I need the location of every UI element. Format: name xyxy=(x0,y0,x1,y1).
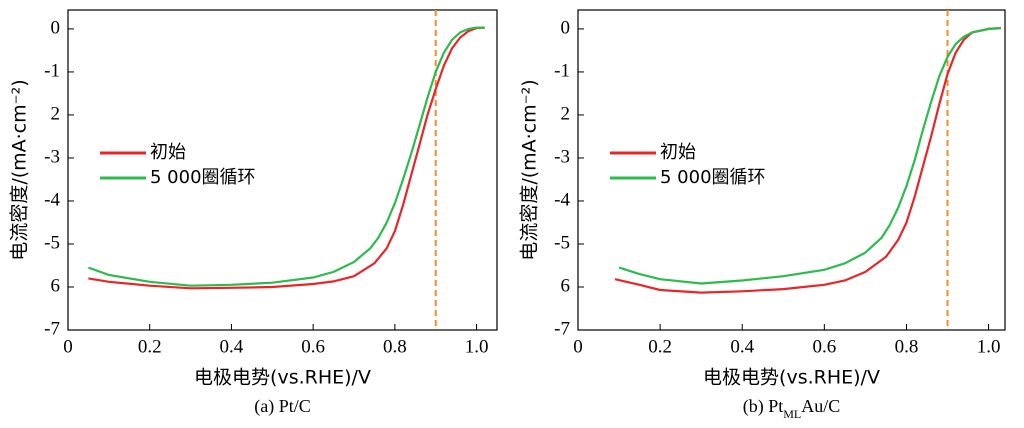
caption: (b) PtMLAu/C xyxy=(743,396,841,421)
caption-part: (b) Pt xyxy=(743,396,784,417)
x-tick-label: 0.8 xyxy=(895,336,919,357)
y-tick-label: 6 xyxy=(51,275,61,296)
x-tick-label: 0.6 xyxy=(301,336,325,357)
x-tick-label: 0.2 xyxy=(648,336,672,357)
x-tick-label: 0.2 xyxy=(138,336,162,357)
series-line xyxy=(88,26,485,287)
y-tick-label: 6 xyxy=(561,275,571,296)
x-tick-label: 0.8 xyxy=(383,336,407,357)
y-tick-label: 0 xyxy=(51,17,61,38)
y-axis-label: 电流密度/(mA·cm⁻²) xyxy=(519,79,541,260)
y-tick-label: -7 xyxy=(554,318,570,339)
y-tick-label: -1 xyxy=(44,60,60,81)
y-tick-label: -7 xyxy=(44,318,60,339)
legend-label: 5 000圈循环 xyxy=(150,167,256,188)
caption-part: Au/C xyxy=(801,396,840,416)
y-tick-label: 2 xyxy=(561,103,571,124)
x-tick-label: 0 xyxy=(573,336,583,357)
x-tick-label: 1.0 xyxy=(465,336,489,357)
x-tick-label: 0.4 xyxy=(730,336,754,357)
plot-frame xyxy=(577,9,1006,331)
series-line xyxy=(614,27,1001,294)
x-axis-label: 电极电势(vs.RHE)/V xyxy=(703,367,880,389)
caption-part: ML xyxy=(783,407,801,421)
y-tick-label: 0 xyxy=(561,17,571,38)
y-tick-label: -5 xyxy=(554,232,570,253)
y-tick-label: -4 xyxy=(554,189,570,210)
x-axis-label: 电极电势(vs.RHE)/V xyxy=(194,367,371,389)
series-line xyxy=(88,26,485,290)
y-tick-label: -3 xyxy=(44,146,60,167)
caption: (a) Pt/C xyxy=(254,396,311,417)
y-tick-label: -1 xyxy=(554,60,570,81)
series-line xyxy=(618,27,1001,285)
y-tick-label: 2 xyxy=(51,103,61,124)
legend-label: 初始 xyxy=(660,142,696,163)
caption-part: (a) Pt/C xyxy=(254,396,311,417)
y-tick-label: -5 xyxy=(44,232,60,253)
y-tick-label: -4 xyxy=(44,189,60,210)
x-tick-label: 0.6 xyxy=(812,336,836,357)
legend-label: 5 000圈循环 xyxy=(660,167,766,188)
y-axis-label: 电流密度/(mA·cm⁻²) xyxy=(9,79,31,260)
legend-label: 初始 xyxy=(150,142,186,163)
plot-frame xyxy=(67,9,498,331)
x-tick-label: 0 xyxy=(63,336,73,357)
y-tick-label: -3 xyxy=(554,146,570,167)
x-tick-label: 1.0 xyxy=(977,336,1001,357)
x-tick-label: 0.4 xyxy=(220,336,244,357)
